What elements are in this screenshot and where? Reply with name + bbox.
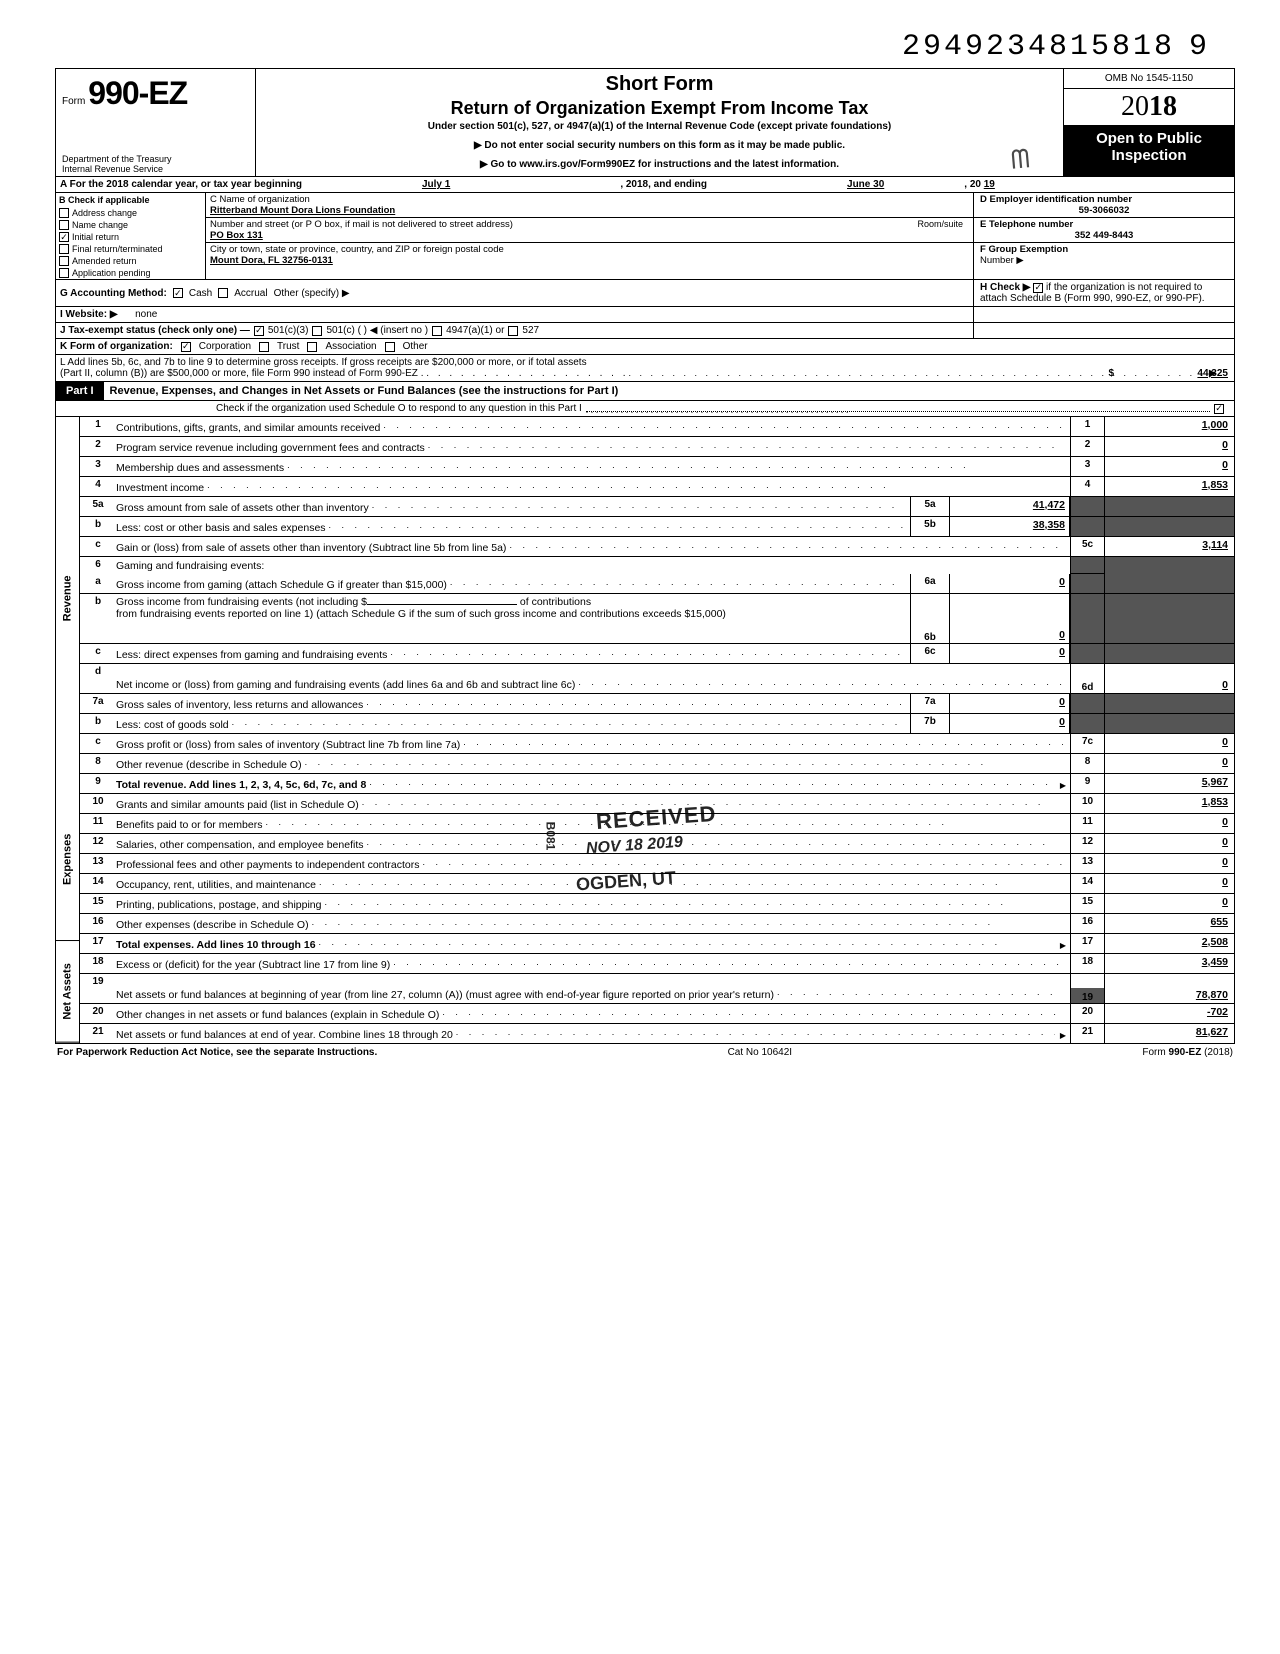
c-city-label: City or town, state or province, country… bbox=[210, 244, 504, 255]
row-k-form-org: K Form of organization: ✓Corporation Tru… bbox=[55, 339, 1235, 355]
dept-irs: Internal Revenue Service bbox=[62, 164, 249, 174]
chk-assoc[interactable] bbox=[307, 342, 317, 352]
form-prefix: Form bbox=[62, 96, 85, 107]
col-b-checkboxes: B Check if applicable Address change Nam… bbox=[56, 193, 206, 279]
chk-527[interactable] bbox=[508, 326, 518, 336]
tax-year: 2018 bbox=[1064, 89, 1234, 126]
chk-initial[interactable]: ✓ bbox=[59, 232, 69, 242]
form-number: 990-EZ bbox=[88, 75, 187, 111]
d-ein-label: D Employer identification number bbox=[980, 194, 1228, 205]
title-sub: Under section 501(c), 527, or 4947(a)(1)… bbox=[264, 121, 1055, 132]
part-i-header: Part I Revenue, Expenses, and Changes in… bbox=[55, 382, 1235, 401]
row-l-gross-receipts: L Add lines 5b, 6c, and 7b to line 9 to … bbox=[55, 355, 1235, 382]
chk-address[interactable] bbox=[59, 208, 69, 218]
row-g-accounting: G Accounting Method: ✓Cash Accrual Other… bbox=[56, 280, 974, 306]
chk-4947[interactable] bbox=[432, 326, 442, 336]
title-main: Return of Organization Exempt From Incom… bbox=[264, 98, 1055, 119]
chk-cash[interactable]: ✓ bbox=[173, 288, 183, 298]
org-street: PO Box 131 bbox=[210, 230, 263, 241]
e-phone: 352 449-8443 bbox=[980, 230, 1228, 241]
row-i-website: I Website: ▶ none bbox=[56, 307, 974, 322]
form-header: Form 990-EZ Department of the Treasury I… bbox=[55, 68, 1235, 177]
chk-accrual[interactable] bbox=[218, 288, 228, 298]
c-street-label: Number and street (or P O box, if mail i… bbox=[210, 219, 513, 230]
chk-sched-o[interactable]: ✓ bbox=[1214, 404, 1224, 414]
chk-amended[interactable] bbox=[59, 256, 69, 266]
side-netassets: Net Assets bbox=[56, 941, 79, 1043]
initials-mark: ᗰ bbox=[1010, 144, 1031, 177]
chk-sched-b[interactable]: ✓ bbox=[1033, 283, 1043, 293]
dept-treasury: Department of the Treasury bbox=[62, 154, 249, 164]
open-to-public: Open to Public Inspection bbox=[1064, 126, 1234, 176]
f-group-label2: Number ▶ bbox=[980, 255, 1024, 266]
l-amount: 44,325 bbox=[1197, 368, 1228, 379]
side-revenue: Revenue bbox=[56, 417, 79, 779]
dln-stamp: 29492348158189 bbox=[55, 30, 1235, 64]
chk-trust[interactable] bbox=[259, 342, 269, 352]
note-url: ▶ Go to www.irs.gov/Form990EZ for instru… bbox=[264, 159, 1055, 170]
title-short: Short Form bbox=[264, 73, 1055, 96]
chk-pending[interactable] bbox=[59, 268, 69, 278]
side-expenses: Expenses bbox=[56, 779, 79, 941]
f-group-label: F Group Exemption bbox=[980, 244, 1068, 255]
entity-block: B Check if applicable Address change Nam… bbox=[55, 193, 1235, 280]
chk-501c[interactable] bbox=[312, 326, 322, 336]
chk-name[interactable] bbox=[59, 220, 69, 230]
org-city: Mount Dora, FL 32756-0131 bbox=[210, 255, 333, 266]
row-a-tax-period: A For the 2018 calendar year, or tax yea… bbox=[55, 177, 1235, 193]
row-j-tax-status: J Tax-exempt status (check only one) — ✓… bbox=[56, 323, 974, 338]
omb-number: OMB No 1545-1150 bbox=[1064, 69, 1234, 89]
org-name: Ritterband Mount Dora Lions Foundation bbox=[210, 205, 395, 216]
chk-final[interactable] bbox=[59, 244, 69, 254]
e-phone-label: E Telephone number bbox=[980, 219, 1228, 230]
chk-corp[interactable]: ✓ bbox=[181, 342, 191, 352]
page-footer: For Paperwork Reduction Act Notice, see … bbox=[55, 1044, 1235, 1061]
d-ein: 59-3066032 bbox=[980, 205, 1228, 216]
row-h-schedule-b: H Check ▶ ✓ if the organization is not r… bbox=[974, 280, 1234, 306]
chk-501c3[interactable]: ✓ bbox=[254, 326, 264, 336]
note-ssn: ▶ Do not enter social security numbers o… bbox=[264, 140, 1055, 151]
room-suite-label: Room/suite bbox=[917, 219, 969, 229]
c-name-label: C Name of organization bbox=[210, 194, 310, 205]
schedule-o-check-row: Check if the organization used Schedule … bbox=[55, 401, 1235, 416]
part-i-table: RECEIVED B081 NOV 18 2019 OGDEN, UT Reve… bbox=[55, 416, 1235, 1044]
chk-other-org[interactable] bbox=[385, 342, 395, 352]
